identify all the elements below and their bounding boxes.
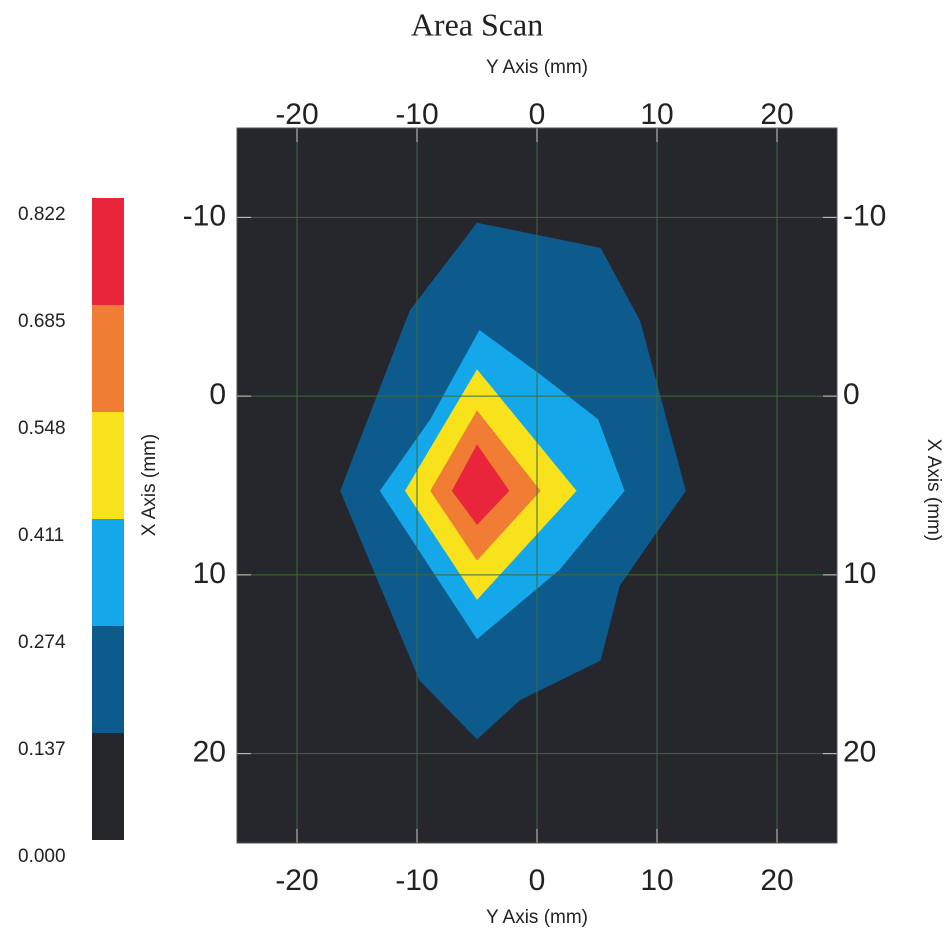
x-tick-label-bottom: 20 [760, 864, 793, 897]
y-axis-label-left: X Axis (mm) [139, 434, 160, 536]
x-tick-label-bottom: 10 [640, 864, 673, 897]
x-axis-label-top: Y Axis (mm) [486, 57, 588, 78]
colorbar-band [92, 305, 124, 412]
x-tick-label-top: -20 [275, 98, 318, 131]
x-tick-label-top: 0 [529, 98, 546, 131]
x-tick-label-top: -10 [395, 98, 438, 131]
y-tick-label-right: 0 [843, 378, 860, 411]
colorbar-label: 0.000 [18, 846, 66, 867]
colorbar-band [92, 412, 124, 519]
y-tick-label-left: 0 [209, 378, 226, 411]
y-tick-label-left: -10 [183, 199, 226, 232]
chart-title: Area Scan [411, 6, 543, 42]
colorbar-label: 0.274 [18, 632, 66, 653]
colorbar-band [92, 519, 124, 626]
y-tick-label-left: 20 [193, 736, 226, 769]
colorbar-band [92, 626, 124, 733]
y-tick-label-right: 20 [843, 736, 876, 769]
y-axis-label-right: X Axis (mm) [923, 439, 944, 541]
x-tick-label-bottom: -20 [275, 864, 318, 897]
colorbar-label: 0.137 [18, 739, 66, 760]
x-axis-label-bottom: Y Axis (mm) [486, 907, 588, 928]
y-tick-label-right: -10 [843, 199, 886, 232]
plot-frame [236, 127, 838, 844]
x-tick-label-bottom: -10 [395, 864, 438, 897]
y-tick-label-left: 10 [193, 557, 226, 590]
colorbar-label: 0.822 [18, 204, 66, 225]
colorbar-band [92, 198, 124, 305]
contour-region [451, 444, 510, 525]
x-tick-label-bottom: 0 [529, 864, 546, 897]
colorbar-label: 0.685 [18, 311, 66, 332]
colorbar-band [92, 733, 124, 840]
x-tick-label-top: 10 [640, 98, 673, 131]
colorbar-label: 0.411 [18, 525, 64, 546]
x-tick-label-top: 20 [760, 98, 793, 131]
colorbar-label: 0.548 [18, 418, 66, 439]
y-tick-label-right: 10 [843, 557, 876, 590]
